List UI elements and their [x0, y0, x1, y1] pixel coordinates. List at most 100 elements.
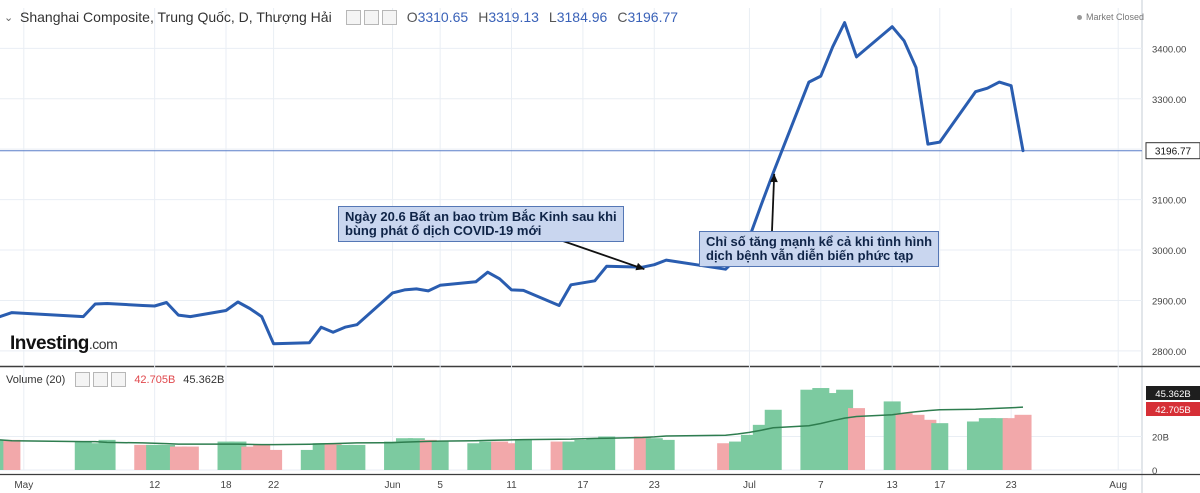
price-point [582, 282, 584, 284]
price-point [11, 311, 13, 314]
chevron-down-icon[interactable]: ⌄ [4, 11, 14, 24]
price-point [344, 326, 346, 328]
price-point [724, 268, 727, 270]
x-tick-label: Jun [385, 480, 401, 491]
market-status: Market Closed [1076, 12, 1144, 22]
annotation-line: Chỉ số tăng mạnh kể cả khi tình hình [706, 234, 933, 249]
annotation-line: Ngày 20.6 Bất an bao trùm Bắc Kinh sau k… [345, 209, 617, 224]
volume-tag-dark-label: 45.362B [1155, 389, 1190, 400]
y-tick-label: 2800.00 [1152, 347, 1186, 358]
low-key: L [548, 9, 557, 25]
x-tick-label: 23 [1006, 480, 1018, 491]
price-point [320, 326, 322, 328]
volume-bar [181, 446, 199, 470]
volume-bar [265, 449, 283, 470]
volume-bar [657, 439, 675, 470]
price-point [260, 315, 263, 318]
price-point [427, 290, 430, 292]
price-point [915, 66, 917, 69]
price-point [522, 289, 525, 292]
volume-y-tick-label: 0 [1152, 466, 1157, 477]
price-point [189, 315, 192, 318]
arrowhead [770, 173, 778, 183]
status-dot-icon [1076, 15, 1082, 21]
volume-bar [848, 408, 865, 470]
visibility-toggle-icon[interactable] [345, 9, 361, 25]
x-tick-label: 5 [437, 480, 443, 491]
price-point [94, 303, 96, 305]
y-tick-label: 3300.00 [1152, 95, 1186, 106]
volume-bar [764, 409, 782, 470]
x-tick-label: 7 [818, 480, 824, 491]
x-tick-label: Aug [1109, 480, 1127, 491]
price-point [820, 75, 822, 77]
x-tick-label: 17 [577, 480, 589, 491]
open-value: 3310.65 [417, 9, 469, 25]
price-point [903, 39, 905, 42]
price-point [391, 292, 394, 294]
price-point [772, 172, 775, 174]
close-key: C [617, 9, 628, 25]
price-point [177, 314, 180, 316]
y-tick-label: 3000.00 [1152, 246, 1186, 257]
price-point [272, 343, 275, 345]
close-icon[interactable] [381, 9, 397, 25]
x-tick-label: 22 [268, 480, 280, 491]
price-point [570, 284, 572, 286]
price-point [153, 305, 156, 307]
price-point [998, 81, 1001, 83]
chart-title: Shanghai Composite, Trung Quốc, D, Thượn… [20, 9, 332, 25]
settings-icon[interactable] [363, 9, 379, 25]
x-tick-label: 12 [149, 480, 161, 491]
price-point [225, 309, 227, 312]
price-point [356, 323, 358, 326]
volume-tag-dark [1146, 386, 1200, 400]
annotation-line: dịch bệnh vẫn diễn biến phức tạp [706, 248, 914, 263]
close-icon[interactable] [111, 372, 127, 387]
price-point [82, 315, 85, 318]
price-point [760, 203, 763, 206]
price-point [1022, 149, 1024, 152]
annotation-line: bùng phát ổ dịch COVID-19 mới [345, 223, 542, 238]
price-point [332, 331, 334, 334]
last-price-tag [1145, 142, 1200, 160]
volume-bar [348, 444, 366, 470]
price-point [974, 90, 977, 93]
y-tick-label: 2900.00 [1152, 296, 1186, 307]
x-tick-label: 11 [506, 480, 517, 491]
volume-bar [931, 423, 949, 470]
arrowhead [635, 262, 645, 271]
price-point [106, 302, 108, 305]
x-tick-label: May [14, 480, 33, 491]
price-point [605, 265, 608, 267]
logo-brand: Investing [10, 333, 89, 354]
high-key: H [478, 9, 489, 25]
settings-icon[interactable] [93, 372, 109, 387]
volume-bar [598, 436, 616, 470]
volume-bar [3, 439, 21, 470]
price-series-line [0, 21, 1025, 346]
price-point [831, 46, 834, 48]
price-point [510, 289, 513, 291]
volume-y-tick-label: 20B [1152, 433, 1169, 444]
y-tick-label: 3100.00 [1152, 196, 1186, 207]
price-point [165, 301, 168, 304]
x-tick-label: Jul [743, 480, 756, 491]
price-point [475, 280, 477, 283]
price-point [249, 307, 251, 310]
price-point [843, 21, 846, 24]
volume-tag-red-label: 42.705B [1155, 405, 1190, 416]
price-point [891, 25, 893, 28]
low-value: 3184.96 [556, 9, 608, 25]
visibility-toggle-icon[interactable] [75, 372, 91, 387]
price-point [403, 289, 406, 291]
price-point [927, 143, 929, 145]
price-point [237, 301, 239, 303]
volume-bar [431, 441, 449, 470]
price-point [0, 315, 1, 318]
price-point [439, 284, 441, 287]
volume-tag-red [1146, 402, 1200, 416]
volume-bar [514, 439, 532, 470]
